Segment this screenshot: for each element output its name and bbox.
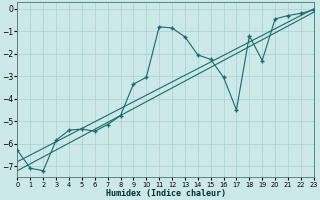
X-axis label: Humidex (Indice chaleur): Humidex (Indice chaleur) [106,189,226,198]
